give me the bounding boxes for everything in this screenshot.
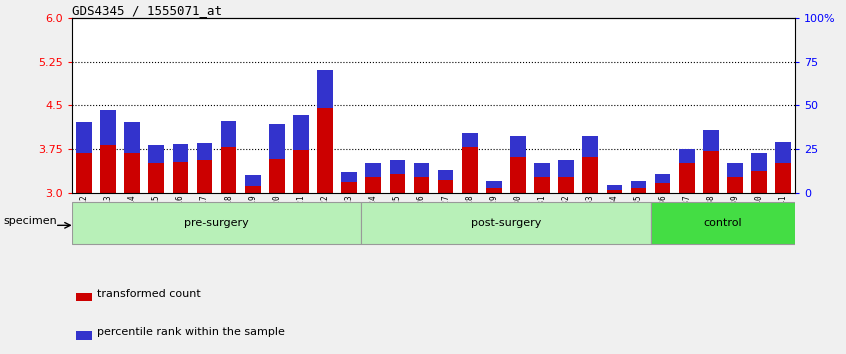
Text: transformed count: transformed count bbox=[97, 289, 201, 299]
Bar bbox=[317, 70, 333, 108]
Bar bbox=[534, 163, 550, 177]
Bar bbox=[293, 115, 309, 150]
Bar bbox=[196, 160, 212, 193]
Bar bbox=[221, 121, 237, 147]
Bar bbox=[100, 145, 116, 193]
Bar bbox=[148, 162, 164, 193]
Bar bbox=[655, 174, 671, 183]
Bar bbox=[76, 122, 92, 153]
Bar bbox=[486, 188, 502, 193]
FancyBboxPatch shape bbox=[72, 202, 361, 244]
Bar bbox=[703, 151, 719, 193]
Bar bbox=[437, 180, 453, 193]
Bar bbox=[630, 181, 646, 188]
Bar bbox=[558, 160, 574, 177]
Bar bbox=[100, 110, 116, 145]
Bar bbox=[389, 174, 405, 193]
Bar bbox=[630, 188, 646, 193]
Bar bbox=[148, 145, 164, 162]
Bar bbox=[703, 130, 719, 151]
Bar bbox=[462, 133, 478, 147]
Bar bbox=[414, 163, 430, 177]
Bar bbox=[124, 153, 140, 193]
Bar bbox=[389, 160, 405, 174]
Bar bbox=[75, 331, 91, 340]
Bar bbox=[437, 170, 453, 180]
Bar bbox=[751, 153, 767, 171]
Bar bbox=[462, 147, 478, 193]
Bar bbox=[221, 147, 237, 193]
Bar bbox=[365, 163, 382, 177]
Bar bbox=[293, 150, 309, 193]
Text: control: control bbox=[704, 218, 742, 228]
Bar bbox=[76, 153, 92, 193]
Bar bbox=[173, 162, 189, 193]
Bar bbox=[751, 171, 767, 193]
Bar bbox=[582, 136, 598, 157]
Bar bbox=[244, 176, 261, 186]
Bar bbox=[678, 149, 695, 162]
Bar bbox=[607, 185, 623, 190]
Bar bbox=[775, 162, 791, 193]
Bar bbox=[678, 162, 695, 193]
Bar bbox=[196, 143, 212, 160]
Text: GDS4345 / 1555071_at: GDS4345 / 1555071_at bbox=[72, 4, 222, 17]
Bar bbox=[510, 157, 526, 193]
Bar bbox=[558, 177, 574, 193]
Text: post-surgery: post-surgery bbox=[470, 218, 541, 228]
Bar bbox=[244, 186, 261, 193]
Bar bbox=[727, 163, 743, 177]
Bar bbox=[582, 157, 598, 193]
Bar bbox=[655, 183, 671, 193]
Bar bbox=[341, 172, 357, 182]
Bar bbox=[607, 190, 623, 193]
FancyBboxPatch shape bbox=[361, 202, 651, 244]
Bar bbox=[341, 182, 357, 193]
FancyBboxPatch shape bbox=[651, 202, 795, 244]
Bar bbox=[486, 181, 502, 188]
Bar bbox=[365, 177, 382, 193]
Text: pre-surgery: pre-surgery bbox=[184, 218, 249, 228]
Bar bbox=[317, 108, 333, 193]
Bar bbox=[727, 177, 743, 193]
Bar bbox=[414, 177, 430, 193]
Bar bbox=[173, 144, 189, 162]
Bar bbox=[269, 159, 285, 193]
Bar bbox=[775, 142, 791, 162]
Bar bbox=[269, 124, 285, 159]
Bar bbox=[534, 177, 550, 193]
Bar bbox=[75, 293, 91, 301]
Bar bbox=[510, 136, 526, 157]
Text: percentile rank within the sample: percentile rank within the sample bbox=[97, 327, 285, 337]
Bar bbox=[124, 122, 140, 153]
Text: specimen: specimen bbox=[3, 216, 58, 226]
